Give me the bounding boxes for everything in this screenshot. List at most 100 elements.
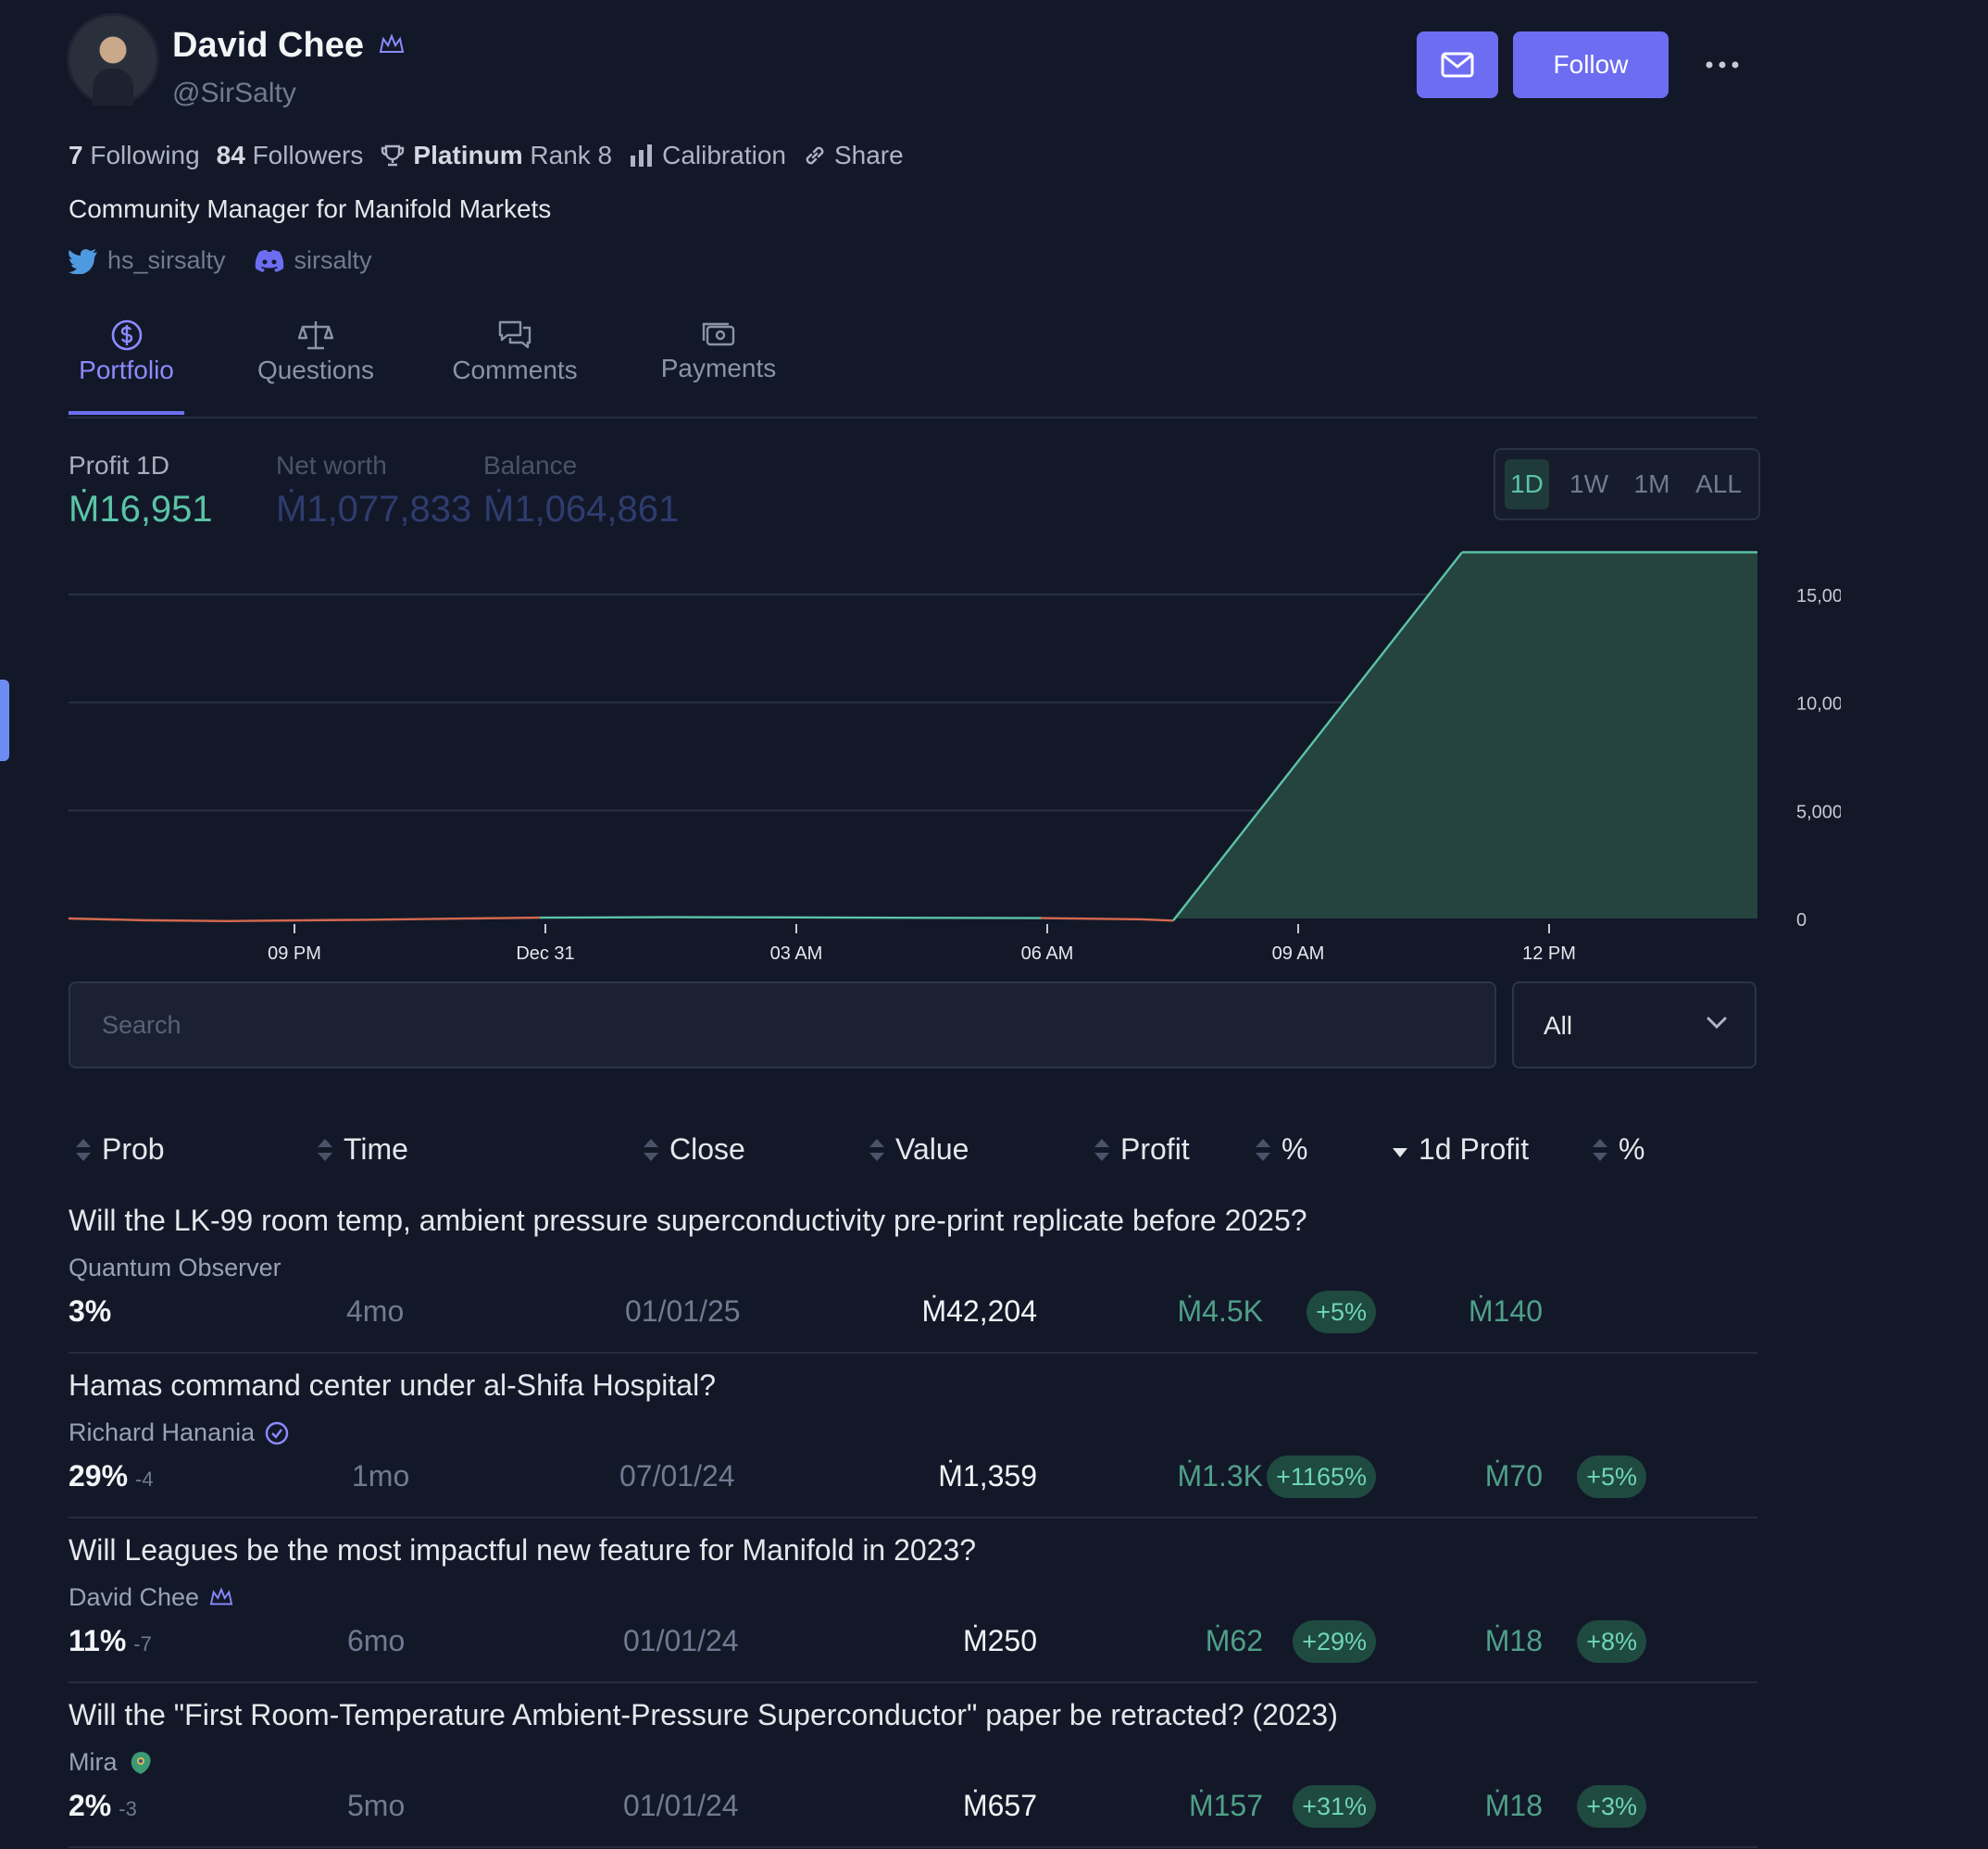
bar-chart-icon [631, 144, 653, 167]
x-tick-label: 03 AM [770, 943, 823, 964]
table-row[interactable]: Will the "First Room-Temperature Ambient… [69, 1681, 1757, 1848]
range-all[interactable]: ALL [1695, 469, 1742, 498]
column-day-percent[interactable]: % [1591, 1132, 1644, 1167]
close-cell: 07/01/24 [619, 1459, 735, 1493]
sort-icon [1593, 1138, 1607, 1161]
market-creator[interactable]: David Chee [69, 1583, 234, 1612]
tab-comments-label: Comments [452, 356, 578, 384]
range-1d[interactable]: 1D [1505, 459, 1549, 509]
day-profit-cell: Ṁ140 [1468, 1294, 1543, 1328]
market-title[interactable]: Will the "First Room-Temperature Ambient… [69, 1698, 1338, 1731]
league-link[interactable]: Platinum Rank 8 [380, 141, 612, 170]
followers-link[interactable]: 84 Followers [217, 141, 364, 170]
column-prob[interactable]: Prob [74, 1132, 165, 1167]
market-title[interactable]: Hamas command center under al-Shifa Hosp… [69, 1368, 716, 1402]
following-count: 7 [69, 141, 83, 169]
table-row[interactable]: Will Leagues be the most impactful new f… [69, 1517, 1757, 1683]
prob-value: 2% [69, 1789, 112, 1822]
search-placeholder: Search [102, 1011, 181, 1039]
balance-label: Balance [483, 451, 578, 480]
close-cell: 01/01/24 [623, 1789, 739, 1822]
range-1w[interactable]: 1W [1569, 469, 1608, 498]
filter-value: All [1544, 1011, 1573, 1040]
column-day-profit[interactable]: 1d Profit [1391, 1132, 1529, 1167]
market-creator[interactable]: Mira [69, 1748, 155, 1777]
profit-chart[interactable]: 0 5,000 10,000 15,000 09 PM Dec 31 03 AM 06 AM 0… [69, 546, 1841, 972]
tab-comments[interactable]: Comments [443, 319, 587, 385]
profit-percent-badge: +29% [1293, 1620, 1376, 1663]
tab-payments[interactable]: Payments [643, 319, 794, 383]
profile-bio: Community Manager for Manifold Markets [69, 194, 552, 223]
filter-select[interactable]: All [1512, 981, 1757, 1068]
tab-questions[interactable]: Questions [246, 319, 385, 385]
column-profit-label: Profit [1120, 1132, 1190, 1166]
series-line-segment [1142, 918, 1174, 922]
sort-icon [644, 1138, 658, 1161]
profit-cell: Ṁ62 [1205, 1624, 1263, 1657]
twitter-handle: hs_sirsalty [107, 246, 226, 274]
avatar[interactable] [67, 13, 159, 106]
sort-icon [1094, 1138, 1109, 1161]
cash-icon [702, 322, 735, 346]
day-profit-cell: Ṁ18 [1484, 1789, 1543, 1822]
market-title[interactable]: Will Leagues be the most impactful new f… [69, 1533, 977, 1567]
day-profit-cell: Ṁ70 [1484, 1459, 1543, 1493]
twitter-icon [69, 248, 97, 274]
column-day-percent-label: % [1619, 1132, 1645, 1166]
time-range-selector: 1D 1W 1M ALL [1494, 448, 1760, 520]
message-button[interactable] [1417, 31, 1498, 98]
tab-portfolio[interactable]: Portfolio [69, 319, 184, 385]
time-cell: 6mo [347, 1624, 406, 1657]
column-time-label: Time [344, 1132, 408, 1166]
prob-change: -4 [135, 1468, 154, 1491]
side-panel-handle[interactable] [0, 680, 9, 761]
share-link[interactable]: Share [803, 141, 904, 170]
table-row[interactable]: Hamas command center under al-Shifa Hosp… [69, 1352, 1757, 1518]
crown-badge-icon [379, 33, 405, 53]
calibration-label: Calibration [662, 141, 786, 169]
twitter-link[interactable]: hs_sirsalty [69, 246, 226, 275]
profit-percent-badge: +5% [1307, 1291, 1376, 1333]
day-percent-badge: +5% [1577, 1455, 1646, 1498]
profit-cell: Ṁ4.5K [1177, 1294, 1263, 1328]
creator-name: Richard Hanania [69, 1418, 256, 1446]
column-time[interactable]: Time [316, 1132, 408, 1167]
networth-value[interactable]: Ṁ1,077,833 [276, 489, 472, 530]
series-line-segment [1172, 551, 1463, 922]
calibration-link[interactable]: Calibration [629, 141, 786, 170]
tab-portfolio-label: Portfolio [79, 356, 174, 384]
market-creator[interactable]: Richard Hanania [69, 1418, 290, 1447]
trophy-icon [381, 144, 405, 167]
discord-link[interactable]: sirsalty [254, 246, 372, 275]
following-link[interactable]: 7 Following [69, 141, 200, 170]
verified-icon [265, 1421, 289, 1444]
y-tick-label: 0 [1796, 910, 1807, 931]
chat-bubbles-icon [498, 320, 531, 349]
search-input[interactable]: Search [69, 981, 1496, 1068]
balance-value[interactable]: Ṁ1,064,861 [483, 489, 680, 530]
active-tab-indicator [69, 411, 184, 415]
column-close[interactable]: Close [642, 1132, 745, 1167]
close-cell: 01/01/24 [623, 1624, 739, 1657]
time-cell: 1mo [352, 1459, 410, 1493]
market-title[interactable]: Will the LK-99 room temp, ambient pressu… [69, 1204, 1307, 1237]
series-line-segment [1040, 917, 1144, 921]
profit-value[interactable]: Ṁ16,951 [69, 489, 213, 530]
discord-icon [255, 249, 283, 272]
prob-cell: 3% [69, 1294, 111, 1329]
column-value[interactable]: Value [868, 1132, 969, 1167]
profile-handle: @SirSalty [172, 78, 296, 108]
column-profit-percent[interactable]: % [1254, 1132, 1307, 1167]
time-cell: 5mo [347, 1789, 406, 1822]
column-profit[interactable]: Profit [1093, 1132, 1190, 1167]
series-line-segment [142, 918, 227, 922]
follow-button[interactable]: Follow [1513, 31, 1669, 98]
range-1m[interactable]: 1M [1633, 469, 1670, 498]
market-creator[interactable]: Quantum Observer [69, 1254, 281, 1282]
sort-icon [318, 1138, 332, 1161]
more-options-button[interactable] [1700, 48, 1744, 81]
table-row[interactable]: Will the LK-99 room temp, ambient pressu… [69, 1187, 1757, 1354]
x-tick-label: 09 PM [268, 943, 321, 964]
dollar-circle-icon [111, 319, 142, 351]
link-icon [806, 146, 824, 165]
